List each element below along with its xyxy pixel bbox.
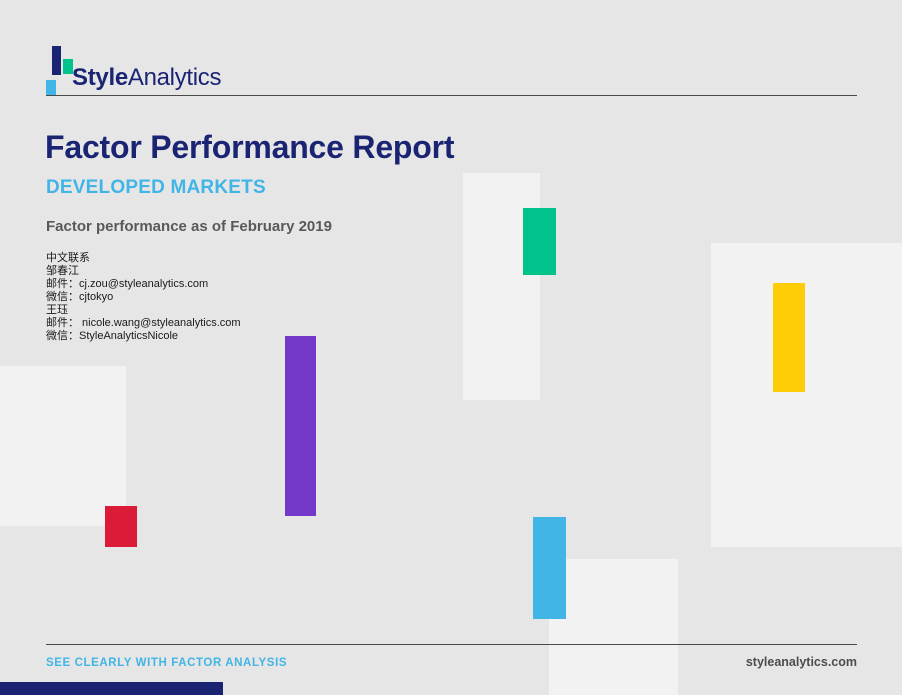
report-dateline: Factor performance as of February 2019 (46, 218, 332, 235)
contact-block: 中文联系 邹春江 邮件：cj.zou@styleanalytics.com 微信… (46, 252, 241, 343)
contact-name-2: 王珏 (46, 304, 68, 316)
page-title: Factor Performance Report (45, 129, 455, 165)
deco-bar-blue (533, 517, 566, 619)
deco-bar-purple (285, 336, 316, 516)
header-divider-line (46, 95, 857, 96)
contact-email-2: 邮件： nicole.wang@styleanalytics.com (46, 317, 241, 329)
contact-wechat-1: 微信：cjtokyo (46, 291, 114, 303)
contact-email-1: 邮件：cj.zou@styleanalytics.com (46, 278, 209, 290)
deco-bar-green (523, 208, 556, 275)
footer-accent-bar (0, 682, 223, 695)
brand-name-bold: Style (72, 64, 128, 91)
contact-heading: 中文联系 (46, 252, 90, 264)
contact-wechat-2: 微信：StyleAnalyticsNicole (46, 330, 179, 342)
deco-panel-left (0, 366, 126, 526)
brand-wordmark: StyleAnalytics (72, 64, 222, 92)
deco-bar-yellow (773, 283, 805, 392)
deco-bar-red (105, 506, 137, 547)
contact-name-1: 邹春江 (46, 265, 79, 277)
footer-divider-line (46, 644, 857, 645)
logo-blue-square-icon (46, 80, 56, 95)
deco-panel-right (711, 243, 902, 547)
page-subtitle: DEVELOPED MARKETS (46, 177, 266, 198)
brand-name-regular: Analytics (127, 64, 222, 91)
logo-green-square-icon (63, 59, 73, 74)
footer-tagline: SEE CLEARLY WITH FACTOR ANALYSIS (46, 657, 288, 669)
footer-website: styleanalytics.com (745, 655, 857, 669)
deco-panel-bottom (549, 559, 678, 695)
logo-bar-chart-icon (52, 46, 61, 75)
